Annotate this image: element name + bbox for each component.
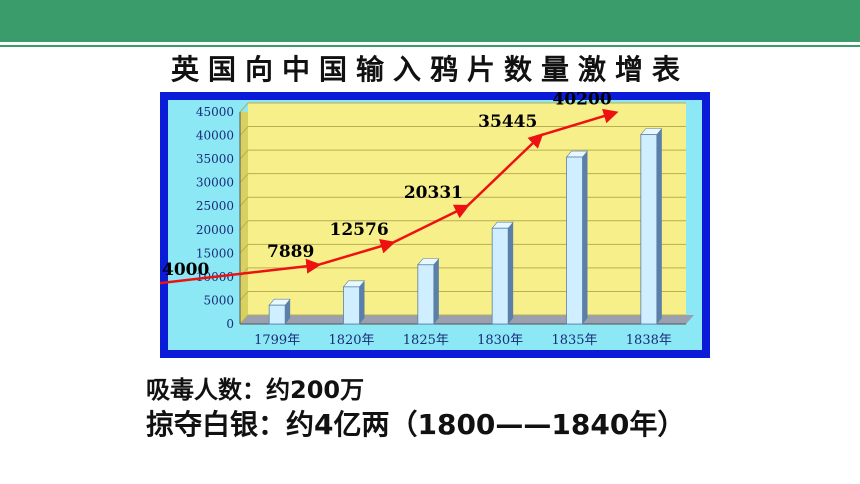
- x-tick-label: 1835年: [551, 333, 597, 348]
- trend-line-segment: [160, 258, 322, 285]
- y-tick-label: 5000: [203, 293, 234, 307]
- bar: [566, 156, 583, 325]
- y-gridline-diagonal: [239, 126, 249, 136]
- bar-side: [656, 128, 662, 324]
- drug-users-caption: 吸毒人数：约200万: [146, 376, 365, 404]
- bar: [343, 286, 360, 325]
- y-tick-label: 25000: [196, 199, 234, 213]
- slide-title: 英国向中国输入鸦片数量激增表: [170, 53, 689, 86]
- trend-line-segment: [466, 132, 544, 208]
- x-tick-label: 1820年: [328, 333, 374, 348]
- trend-line-segment: [392, 204, 470, 244]
- header-divider: [0, 45, 860, 47]
- opium-import-chart: 0500010000150002000025000300003500040000…: [160, 92, 702, 350]
- trend-line-segment: [540, 108, 619, 137]
- x-tick-label: 1830年: [477, 333, 523, 348]
- data-label: 20331: [404, 183, 463, 203]
- y-gridline-diagonal: [239, 149, 249, 160]
- bar-side: [285, 299, 291, 324]
- data-label: 40200: [553, 92, 612, 110]
- bar: [268, 304, 286, 325]
- header-band: [0, 0, 860, 42]
- bar: [417, 264, 435, 325]
- x-tick-label: 1838年: [626, 333, 672, 348]
- silver-drain-caption: 掠夺白银：约4亿两（1800——1840年）: [146, 408, 686, 441]
- data-label: 7889: [267, 242, 314, 262]
- y-tick-label: 45000: [196, 105, 234, 119]
- bar: [491, 227, 509, 325]
- chart-side-wall: [240, 112, 248, 324]
- y-gridline-diagonal: [239, 102, 249, 113]
- data-label: 35445: [478, 112, 537, 132]
- y-tick-label: 20000: [196, 223, 234, 237]
- bar-side: [359, 280, 365, 324]
- x-tick-label: 1799年: [254, 333, 300, 348]
- y-gridline-diagonal: [239, 244, 249, 254]
- chart-plot-area: [248, 103, 686, 315]
- bar-side: [433, 258, 439, 324]
- chart-floor: [240, 315, 694, 324]
- bar: [640, 134, 658, 325]
- x-tick-label: 1825年: [403, 333, 449, 348]
- trend-line-segment: [317, 238, 396, 267]
- y-tick-label: 15000: [196, 246, 234, 260]
- y-tick-label: 0: [226, 317, 234, 331]
- data-label: 12576: [330, 220, 389, 240]
- y-gridline-diagonal: [239, 220, 249, 231]
- y-gridline-diagonal: [239, 173, 249, 183]
- y-tick-label: 35000: [196, 152, 234, 166]
- bar-side: [508, 222, 514, 324]
- data-label: 4000: [162, 260, 209, 280]
- y-gridline-diagonal: [239, 291, 249, 301]
- bar-side: [582, 151, 588, 324]
- chart-frame: 0500010000150002000025000300003500040000…: [160, 92, 710, 358]
- y-tick-label: 30000: [196, 176, 234, 190]
- y-tick-label: 40000: [196, 129, 234, 143]
- y-gridline-diagonal: [239, 314, 249, 325]
- y-gridline-diagonal: [239, 196, 249, 207]
